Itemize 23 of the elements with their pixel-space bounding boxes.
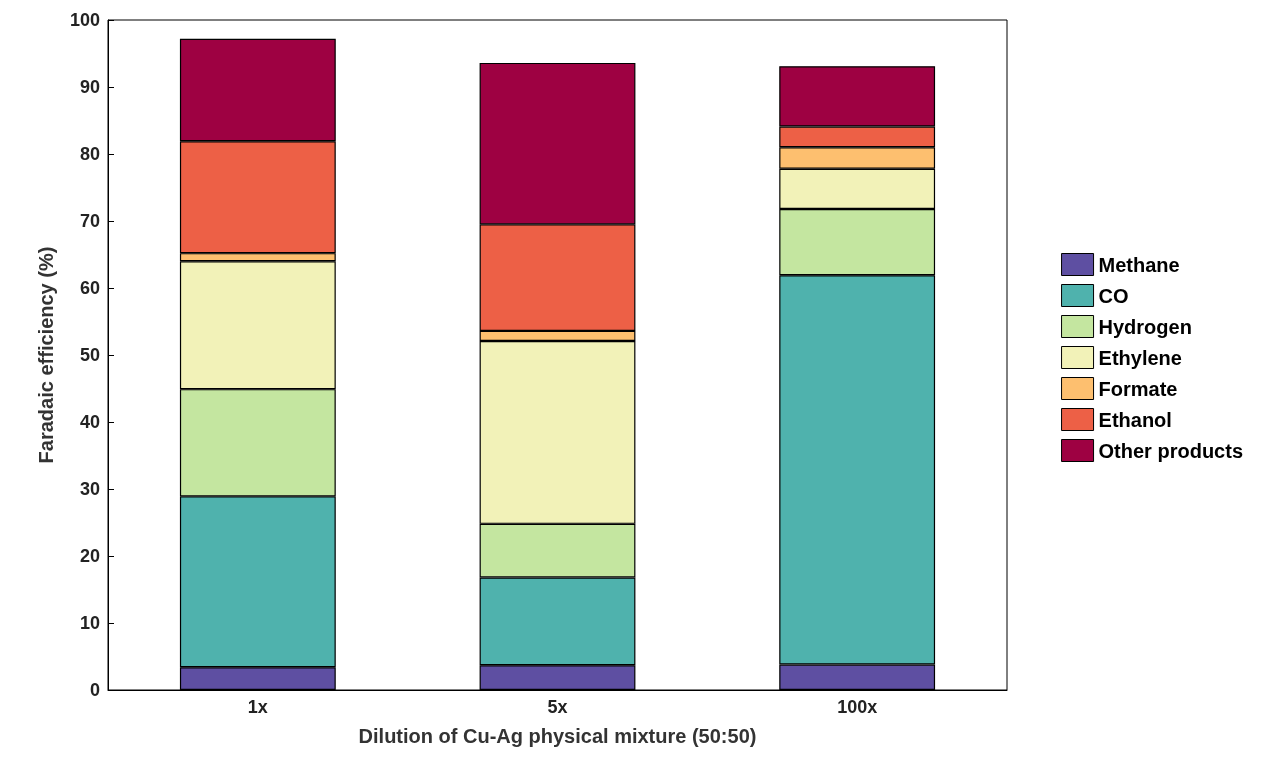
y-tick-label: 60	[79, 278, 100, 298]
y-tick-label: 40	[79, 412, 100, 432]
x-tick-label: 1x	[247, 697, 268, 717]
x-axis-title: Dilution of Cu-Ag physical mixture (50:50)	[358, 725, 757, 747]
y-tick-label: 90	[79, 77, 100, 97]
y-tick-label: 100	[69, 10, 100, 30]
legend-label: Formate	[1098, 377, 1178, 400]
legend-label: Methane	[1098, 253, 1180, 276]
y-axis-title: Faradaic efficiency (%)	[35, 246, 57, 464]
legend-label: Hydrogen	[1098, 315, 1192, 338]
y-tick-label: 20	[79, 546, 100, 566]
x-tick-label: 100x	[837, 697, 878, 717]
y-tick-label: 0	[89, 680, 100, 700]
legend-label: CO	[1098, 284, 1129, 307]
legend-label: Ethylene	[1098, 346, 1182, 369]
legend-label: Other products	[1098, 439, 1243, 462]
y-tick-label: 70	[79, 211, 100, 231]
y-tick-label: 80	[79, 144, 100, 164]
legend-label: Ethanol	[1098, 408, 1172, 431]
x-tick-label: 5x	[547, 697, 568, 717]
y-tick-label: 50	[79, 345, 100, 365]
y-tick-label: 10	[79, 613, 100, 633]
y-tick-label: 30	[79, 479, 100, 499]
